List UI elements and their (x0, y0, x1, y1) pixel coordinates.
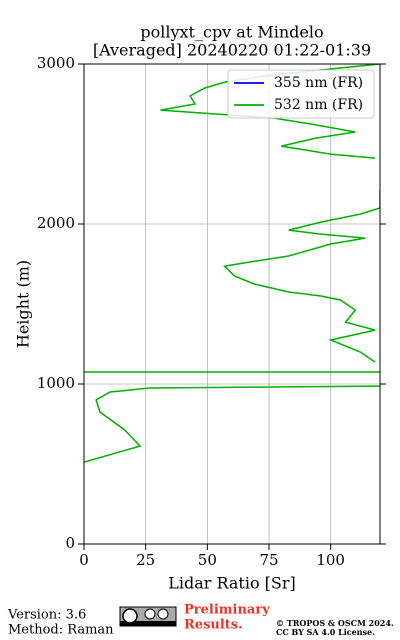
method: Method: Raman (8, 623, 114, 638)
chart-subtitle: [Averaged] 20240220 01:22-01:39 (93, 41, 371, 60)
license: CC BY SA 4.0 License. (276, 627, 375, 637)
y-tick-label: 3000 (37, 54, 75, 72)
legend-label: 355 nm (FR) (274, 75, 363, 91)
y-tick-label: 2000 (37, 214, 75, 232)
legend-label: 532 nm (FR) (274, 97, 363, 113)
copyright: © TROPOS & OSCM 2024. (276, 618, 394, 628)
axes-frame (83, 63, 381, 545)
preliminary: Preliminary (184, 603, 270, 618)
x-tick-label: 0 (79, 551, 89, 569)
x-tick-label: 75 (259, 551, 278, 569)
x-axis-label: Lidar Ratio [Sr] (168, 574, 296, 593)
version: Version: 3.6 (7, 608, 86, 623)
y-tick-label: 0 (65, 534, 75, 552)
x-tick-label: 25 (136, 551, 155, 569)
y-tick-label: 1000 (37, 374, 75, 392)
y-axis-label: Height (m) (14, 260, 33, 348)
x-tick-label: 100 (316, 551, 345, 569)
cc-logo (119, 606, 177, 627)
results: Results. (184, 618, 243, 633)
chart-title: pollyxt_cpv at Mindelo (140, 23, 323, 42)
data-line (84, 64, 380, 463)
x-tick-label: 50 (198, 551, 217, 569)
legend-box (227, 69, 375, 119)
